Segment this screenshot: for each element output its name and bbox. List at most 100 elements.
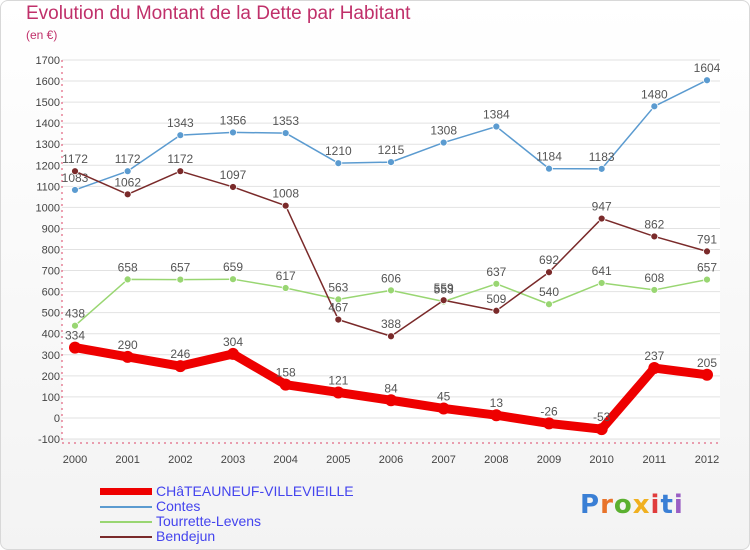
data-point: [176, 131, 185, 140]
data-label: 1356: [220, 113, 247, 127]
y-tick-label: 1600: [36, 76, 60, 88]
data-label: 1062: [114, 175, 141, 189]
data-point: [597, 214, 606, 223]
data-label: 121: [328, 373, 348, 387]
data-point: [174, 360, 187, 373]
logo-letter: o: [613, 490, 633, 520]
data-label: 657: [697, 261, 717, 275]
data-label: 791: [697, 232, 717, 246]
data-label: 1210: [325, 144, 352, 158]
data-point: [437, 402, 450, 415]
data-label: 1172: [62, 152, 88, 166]
data-label: 559: [434, 281, 454, 295]
data-label: 553: [434, 283, 454, 297]
data-label: 617: [276, 269, 296, 283]
data-point: [281, 129, 290, 137]
legend-swatch: [100, 521, 152, 523]
x-tick-label: 2004: [273, 454, 297, 466]
y-tick-label: 1100: [36, 181, 60, 193]
x-tick-label: 2005: [326, 454, 350, 466]
data-label: 1384: [483, 108, 510, 122]
data-label: 658: [118, 260, 138, 274]
logo-letter: x: [632, 490, 651, 520]
data-point: [545, 164, 553, 173]
data-point: [334, 295, 343, 304]
data-point: [387, 286, 395, 295]
y-tick-label: 1700: [36, 55, 60, 67]
legend-swatch: [100, 506, 152, 508]
data-label: 1343: [167, 116, 194, 130]
data-point: [492, 279, 501, 288]
data-label: 334: [65, 329, 85, 343]
data-label: 388: [381, 317, 401, 331]
data-point: [71, 321, 79, 330]
chart-title: Evolution du Montant de la Dette par Hab…: [26, 3, 411, 24]
x-tick-label: 2001: [115, 454, 139, 466]
y-tick-label: 1300: [36, 139, 60, 151]
data-label: 158: [276, 366, 296, 380]
data-label: 563: [328, 280, 348, 294]
data-point: [490, 409, 503, 422]
legend-label: Tourrette-Levens: [156, 513, 262, 529]
data-label: 1097: [220, 168, 247, 182]
data-point: [543, 417, 555, 430]
data-point: [123, 190, 132, 199]
x-tick-label: 2009: [537, 454, 561, 466]
data-point: [545, 268, 553, 277]
legend-label: CHâTEAUNEUF-VILLEVIEILLE: [156, 483, 354, 499]
y-tick-label: 800: [42, 245, 60, 257]
data-label: 1353: [272, 114, 299, 128]
data-label: 45: [437, 389, 451, 403]
data-point: [229, 275, 237, 284]
data-label: 641: [592, 264, 612, 278]
data-label: 304: [223, 335, 243, 349]
data-label: 657: [170, 261, 190, 275]
logo-letter: r: [600, 490, 614, 520]
y-tick-label: 500: [42, 308, 60, 320]
y-tick-label: 400: [42, 329, 60, 341]
y-tick-label: 300: [42, 350, 60, 362]
y-tick-label: 1000: [36, 202, 60, 214]
data-point: [71, 186, 79, 194]
data-label: 1308: [430, 124, 457, 138]
data-label: 692: [539, 253, 559, 267]
x-tick-label: 2002: [168, 454, 192, 466]
logo-letter: i: [673, 490, 684, 520]
data-label: 438: [65, 307, 85, 321]
data-label: 947: [592, 200, 612, 214]
data-label: 1215: [378, 143, 405, 157]
data-label: -53: [593, 410, 611, 424]
data-point: [176, 167, 185, 176]
x-tick-label: 2007: [431, 454, 455, 466]
data-point: [439, 296, 448, 305]
y-tick-label: 700: [42, 266, 60, 278]
x-tick-label: 2011: [643, 454, 667, 466]
data-label: 606: [381, 271, 401, 285]
data-point: [703, 247, 711, 256]
data-label: 467: [328, 301, 348, 315]
data-point: [650, 232, 659, 241]
data-label: 1172: [167, 152, 193, 166]
data-label: 290: [118, 338, 138, 352]
y-tick-label: 200: [42, 371, 60, 383]
y-tick-label: 100: [42, 392, 60, 404]
legend-label: Bendejun: [156, 528, 216, 544]
data-point: [492, 306, 501, 315]
data-point: [387, 332, 395, 341]
data-point: [545, 300, 553, 309]
x-tick-label: 2010: [589, 454, 613, 466]
data-point: [69, 341, 81, 354]
data-point: [123, 167, 132, 176]
data-point: [439, 138, 448, 147]
data-label: 608: [644, 271, 664, 285]
y-tick-label: 900: [42, 223, 60, 235]
data-point: [703, 275, 711, 284]
chart-subtitle: (en €): [26, 28, 58, 42]
logo-letter: P: [580, 490, 601, 520]
data-label: 509: [486, 292, 506, 306]
data-point: [281, 201, 290, 210]
data-label: 637: [486, 265, 506, 279]
data-label: 13: [490, 396, 504, 410]
x-tick-label: 2012: [695, 454, 719, 466]
